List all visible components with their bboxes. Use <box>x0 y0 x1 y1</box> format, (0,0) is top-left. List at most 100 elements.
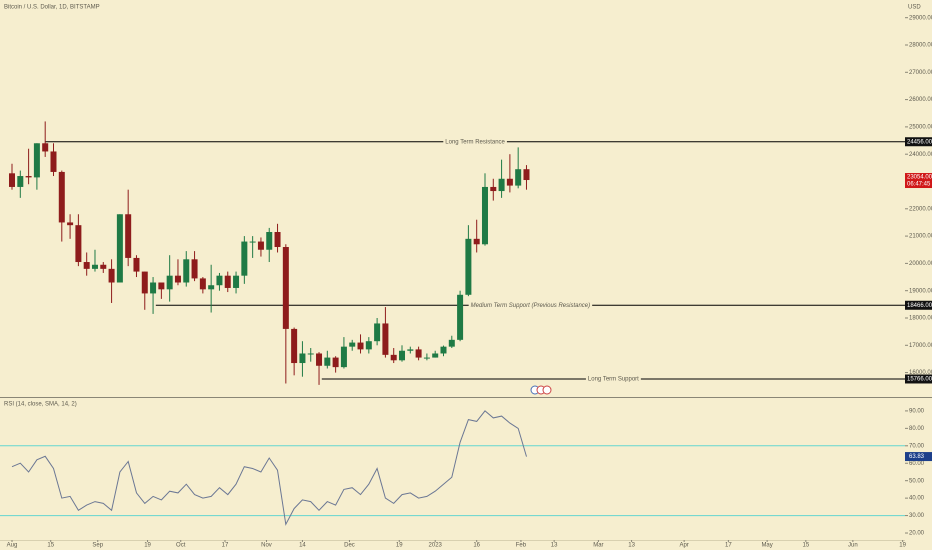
event-icons[interactable] <box>530 385 552 395</box>
rsi-last-box <box>905 452 932 462</box>
last-price-box <box>905 173 932 189</box>
y-tick-label: 24000.00 <box>909 152 932 158</box>
candle-body <box>299 353 306 364</box>
candle-body <box>91 264 98 269</box>
level-price-box <box>905 300 932 310</box>
candle-body <box>266 231 273 250</box>
candle-body <box>174 275 181 283</box>
candle-body <box>166 275 173 290</box>
candle-body <box>365 341 372 350</box>
candle-body <box>415 349 422 358</box>
candle-body <box>75 225 82 263</box>
y-tick-label: 50.00 <box>909 478 925 484</box>
x-tick-label: Aug <box>7 543 18 549</box>
candle-body <box>399 350 406 361</box>
candle-body <box>67 222 74 226</box>
candle-body <box>141 271 148 294</box>
candle-body <box>108 268 115 283</box>
y-tick-label: 20000.00 <box>909 261 932 267</box>
candle-body <box>316 353 323 366</box>
candle-body <box>498 178 505 192</box>
y-tick-label: 19000.00 <box>909 288 932 294</box>
y-tick-label: 22000.00 <box>909 206 932 212</box>
candle-body <box>9 173 16 187</box>
x-tick-label: Feb <box>516 543 527 549</box>
y-tick-label: 40.00 <box>909 496 925 502</box>
level-price-label: 15766.00 <box>907 377 932 383</box>
y-tick-label: 30.00 <box>909 513 925 519</box>
y-tick-label: 16000.00 <box>909 370 932 376</box>
candle-body <box>216 275 223 286</box>
candle-body <box>390 354 397 361</box>
level-price-box <box>905 137 932 147</box>
level-name: Long Term Support <box>588 377 639 383</box>
y-tick-label: 17000.00 <box>909 343 932 349</box>
y-tick-label: 25000.00 <box>909 124 932 130</box>
candle-body <box>17 176 24 187</box>
y-tick-label: 70.00 <box>909 443 925 449</box>
level-name-bg <box>468 301 593 309</box>
level-name-bg <box>443 138 507 146</box>
candle-body <box>83 262 90 269</box>
candle-body <box>133 257 140 272</box>
countdown: 06:47:45 <box>907 182 931 188</box>
y-tick-label: 27000.00 <box>909 70 932 76</box>
candle-body <box>183 259 190 283</box>
candle-body <box>282 247 289 329</box>
x-tick-label: 19 <box>396 543 403 549</box>
x-tick-label: 16 <box>473 543 480 549</box>
x-tick-label: 19 <box>144 543 151 549</box>
last-price-label: 23054.00 <box>907 175 932 181</box>
y-tick-label: 21000.00 <box>909 234 932 240</box>
candle-body <box>473 238 480 245</box>
candle-body <box>340 346 347 368</box>
x-tick-label: Dec <box>344 543 355 549</box>
candle-body <box>423 357 430 359</box>
y-tick-label: 29000.00 <box>909 15 932 21</box>
candle-body <box>382 323 389 355</box>
x-tick-label: 13 <box>628 543 635 549</box>
x-tick-label: Mar <box>593 543 603 549</box>
candle-body <box>208 285 215 290</box>
x-tick-label: 2023 <box>429 543 443 549</box>
candle-body <box>481 186 488 245</box>
candle-body <box>50 151 57 172</box>
candle-body <box>42 143 49 152</box>
candle-body <box>515 169 522 186</box>
candle-body <box>274 231 281 248</box>
event-icon[interactable] <box>542 385 552 395</box>
candle-body <box>523 169 530 181</box>
level-name-bg <box>585 375 641 383</box>
y-tick-label: 20.00 <box>909 531 925 537</box>
candle-body <box>448 339 455 347</box>
candle-body <box>332 357 339 368</box>
level-price-label: 18466.00 <box>907 303 932 309</box>
x-tick-label: 17 <box>222 543 229 549</box>
candle-body <box>158 282 165 290</box>
y-tick-label: 18000.00 <box>909 316 932 322</box>
candle-body <box>116 214 123 283</box>
unit-label: USD <box>908 5 921 11</box>
y-tick-label: 90.00 <box>909 408 925 414</box>
candle-body <box>307 353 314 355</box>
rsi-title: RSI (14, close, SMA, 14, 2) <box>4 402 77 408</box>
x-tick-label: 15 <box>802 543 809 549</box>
candle-body <box>432 353 439 358</box>
x-tick-label: Sep <box>92 543 103 549</box>
x-tick-label: 19 <box>899 543 906 549</box>
y-tick-label: 26000.00 <box>909 97 932 103</box>
level-price-box <box>905 374 932 384</box>
x-tick-label: May <box>761 543 772 549</box>
candle-body <box>125 214 132 258</box>
rsi-last-label: 63.83 <box>909 454 925 460</box>
candle-body <box>407 349 414 351</box>
candle-body <box>58 171 65 223</box>
candle-body <box>25 176 32 178</box>
rsi-line <box>11 410 527 526</box>
candle-body <box>506 178 513 186</box>
candle-body <box>324 357 331 366</box>
level-name: Medium Term Support (Previous Resistance… <box>471 303 591 309</box>
candle-body <box>241 241 248 276</box>
candle-body <box>490 186 497 192</box>
